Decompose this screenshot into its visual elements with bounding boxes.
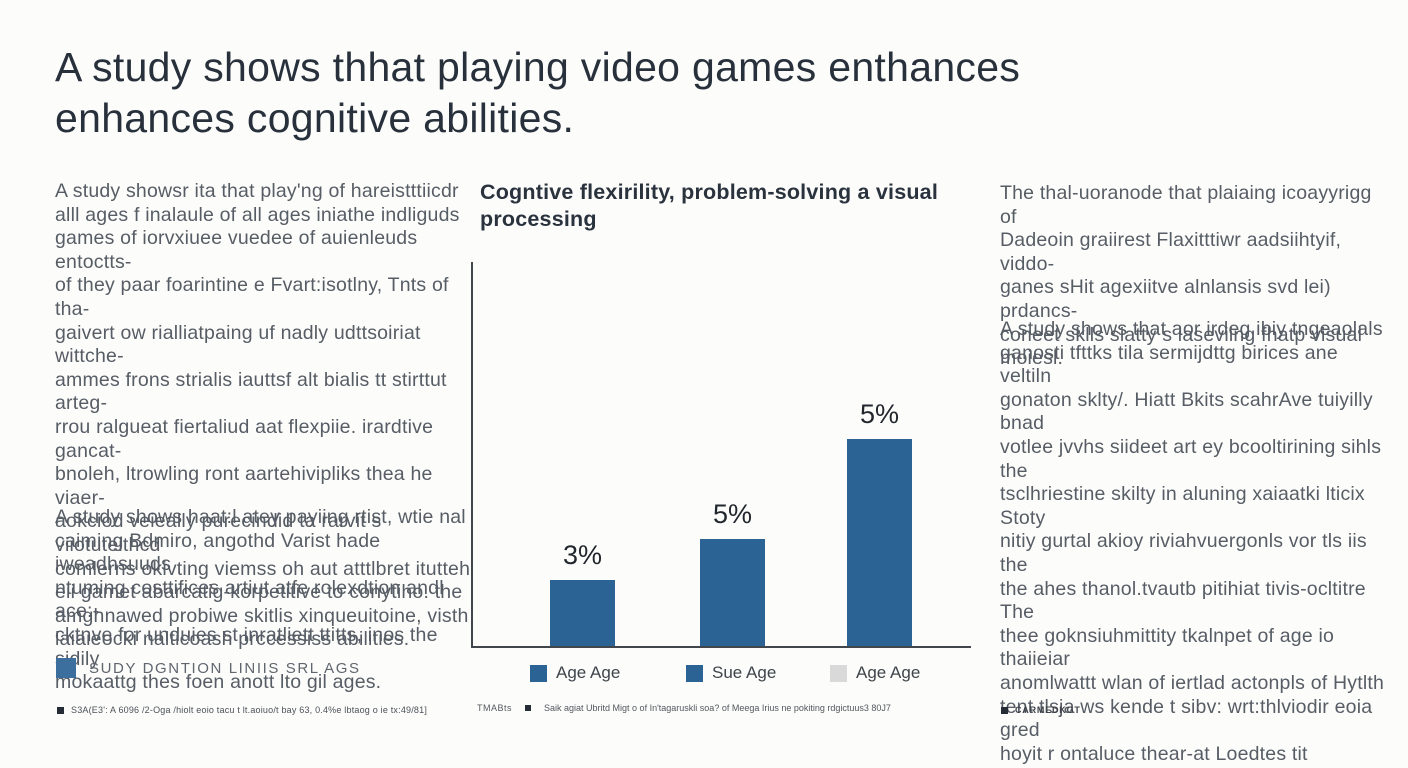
left-paragraph-1: A study showsr ita that play'ng of harei… bbox=[55, 180, 471, 651]
bullet-square-icon bbox=[525, 705, 532, 711]
chart-legend: Age Age Sue Age Age Age bbox=[471, 663, 971, 685]
legend-item-3: Age Age bbox=[830, 663, 920, 683]
legend-swatch-icon bbox=[56, 658, 76, 678]
chart-title: Cogntive flexirility, problem-solving a … bbox=[480, 180, 939, 231]
left-footnote: S3A(E3': A 6096 /2-Oga /hiolt eoio tacu … bbox=[57, 705, 457, 715]
right-footnote: CARMEDKGT bbox=[1001, 705, 1081, 715]
chart-caption-label: TMABts bbox=[477, 703, 513, 713]
left-legend-label: SUDY DGNTION LINIIS SRL AGS bbox=[89, 659, 361, 677]
legend-swatch-icon bbox=[830, 664, 847, 682]
right-paragraph-1: The thal-uoranode that plaiaing icoayyri… bbox=[1000, 182, 1372, 370]
legend-swatch-icon bbox=[686, 664, 703, 682]
page-title: A study shows thhat playing video games … bbox=[55, 44, 1021, 141]
bullet-square-icon bbox=[57, 706, 64, 714]
legend-item-1: Age Age bbox=[530, 663, 620, 683]
bar-group-2: 5% bbox=[700, 499, 765, 646]
bar-1 bbox=[550, 580, 615, 646]
legend-item-2: Sue Age bbox=[686, 663, 776, 683]
legend-label-2: Sue Age bbox=[712, 663, 777, 682]
chart-caption-text: Saik agiat Ubritd Migt o of In'tagaruskl… bbox=[544, 703, 891, 713]
bar-chart-plot: 3% 5% 5% bbox=[471, 262, 971, 648]
bar-2 bbox=[700, 539, 765, 646]
bar-value-label-2: 5% bbox=[712, 499, 753, 529]
left-footnote-text: S3A(E3': A 6096 /2-Oga /hiolt eoio tacu … bbox=[71, 705, 428, 715]
chart-caption: TMABts Saik agiat Ubritd Migt o of In'ta… bbox=[477, 703, 891, 713]
legend-label-1: Age Age bbox=[556, 663, 621, 682]
legend-label-3: Age Age bbox=[856, 663, 921, 682]
bar-3 bbox=[847, 439, 912, 646]
bar-value-label-3: 5% bbox=[859, 399, 900, 429]
right-footnote-text: CARMEDKGT bbox=[1015, 705, 1081, 715]
legend-swatch-icon bbox=[530, 664, 547, 682]
bar-group-3: 5% bbox=[847, 399, 912, 646]
bullet-square-icon bbox=[1001, 706, 1008, 714]
left-legend: SUDY DGNTION LINIIS SRL AGS bbox=[56, 658, 361, 678]
bar-group-1: 3% bbox=[550, 540, 615, 646]
right-paragraph-2: A study shows that aor irdeg ibiy tngeao… bbox=[1000, 318, 1385, 768]
bar-value-label-1: 3% bbox=[562, 540, 603, 570]
